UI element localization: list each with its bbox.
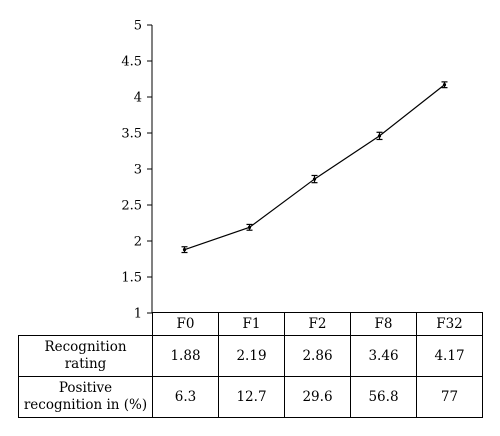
table-header-cell: F8 xyxy=(350,312,417,336)
y-tick-label: 4.5 xyxy=(121,55,142,70)
table-cell: 2.86 xyxy=(284,335,351,377)
y-tick-label: 1.5 xyxy=(121,271,142,286)
table-header-cell: F1 xyxy=(218,312,285,336)
table-row-positive-recognition: Positive recognition in (%) 6.3 12.7 29.… xyxy=(18,376,483,418)
table-header-cell: F32 xyxy=(416,312,483,336)
table-header-row: F0 F1 F2 F8 F32 xyxy=(18,312,483,336)
table-cell: 29.6 xyxy=(284,376,351,418)
row-label-recognition-rating: Recognition rating xyxy=(18,335,153,377)
table-header-cell: F2 xyxy=(284,312,351,336)
data-point xyxy=(247,225,252,229)
table-cell: 3.46 xyxy=(350,335,417,377)
row-label-line: recognition in (%) xyxy=(23,397,148,413)
data-table: F0 F1 F2 F8 F32 Recognition rating 1.88 … xyxy=(18,312,483,418)
table-row-recognition-rating: Recognition rating 1.88 2.19 2.86 3.46 4… xyxy=(18,335,483,377)
table-cell: 1.88 xyxy=(152,335,219,377)
table-cell: 2.19 xyxy=(218,335,285,377)
row-label-line: rating xyxy=(64,356,107,372)
row-label-line: Positive xyxy=(58,380,113,396)
y-tick-label: 3.5 xyxy=(121,127,142,142)
data-point xyxy=(312,177,317,181)
table-cell: 56.8 xyxy=(350,376,417,418)
y-tick-label: 5 xyxy=(134,19,142,34)
row-label-positive-recognition: Positive recognition in (%) xyxy=(18,376,153,418)
y-tick-label: 4 xyxy=(134,91,142,106)
y-tick-label: 2 xyxy=(134,235,142,250)
data-point xyxy=(182,248,187,252)
table-header-cell: F0 xyxy=(152,312,219,336)
data-point xyxy=(377,134,382,138)
y-tick-label: 3 xyxy=(134,163,142,178)
table-cell: 12.7 xyxy=(218,376,285,418)
table-corner xyxy=(18,312,153,336)
series-line xyxy=(184,84,445,251)
table-cell: 6.3 xyxy=(152,376,219,418)
y-tick-label: 2.5 xyxy=(121,199,142,214)
table-cell: 4.17 xyxy=(416,335,483,377)
table-cell: 77 xyxy=(416,376,483,418)
row-label-line: Recognition xyxy=(44,339,127,355)
data-point xyxy=(442,83,447,87)
chart-axes: 11.522.533.544.55 xyxy=(121,19,153,322)
chart-marks xyxy=(181,81,448,254)
